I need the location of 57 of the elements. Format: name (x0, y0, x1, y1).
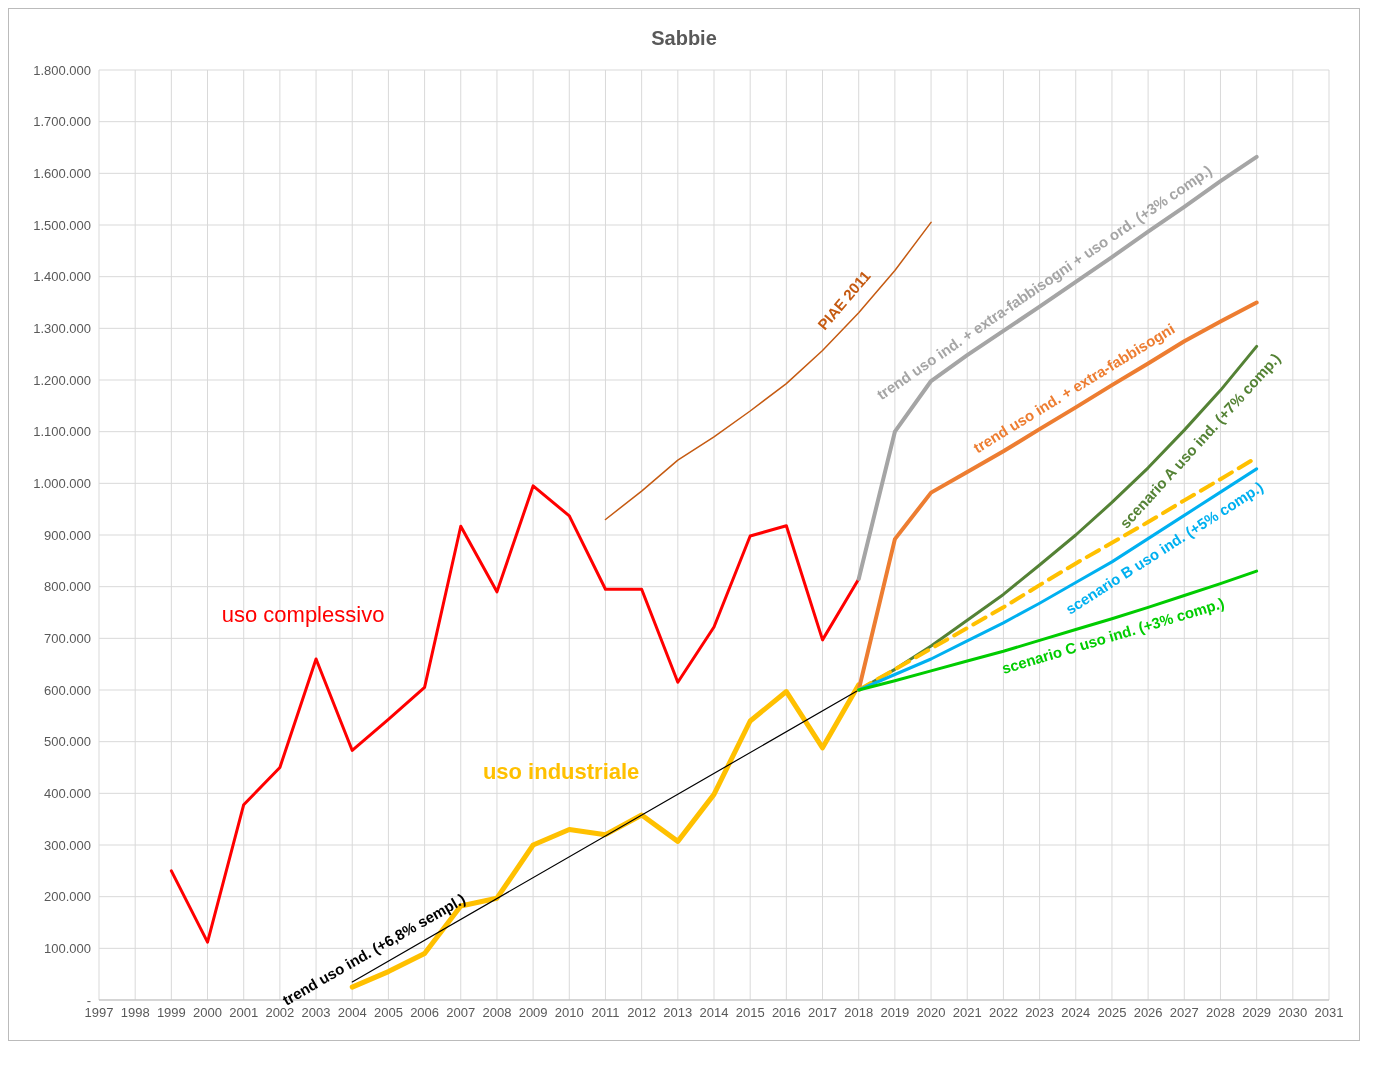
y-tick-label: 600.000 (44, 682, 91, 698)
x-tick-label: 1997 (84, 1005, 114, 1021)
x-tick-label: 2018 (844, 1005, 874, 1021)
x-tick-label: 1998 (120, 1005, 150, 1021)
y-tick-label: 800.000 (44, 579, 91, 595)
x-tick-label: 2024 (1061, 1005, 1091, 1021)
y-tick-label: 1.600.000 (33, 165, 91, 181)
x-tick-label: 2021 (952, 1005, 982, 1021)
x-tick-label: 2001 (229, 1005, 259, 1021)
y-tick-label: 700.000 (44, 630, 91, 646)
x-tick-label: 2006 (410, 1005, 440, 1021)
chart-title: Sabbie (650, 26, 718, 50)
y-tick-label: 1.400.000 (33, 269, 91, 285)
x-tick-label: 2026 (1133, 1005, 1163, 1021)
y-tick-label: 300.000 (44, 837, 91, 853)
y-tick-label: 100.000 (44, 940, 91, 956)
y-tick-label: 1.700.000 (33, 114, 91, 130)
x-tick-label: 2022 (988, 1005, 1018, 1021)
x-tick-label: 2007 (446, 1005, 476, 1021)
x-tick-label: 2029 (1242, 1005, 1272, 1021)
x-tick-label: 2017 (808, 1005, 837, 1021)
y-tick-label: 1.500.000 (33, 217, 91, 233)
y-tick-label: 1.200.000 (33, 372, 91, 388)
x-tick-label: 2008 (482, 1005, 512, 1021)
x-tick-label: 2013 (663, 1005, 693, 1021)
x-tick-label: 2019 (880, 1005, 910, 1021)
y-tick-label: 900.000 (44, 527, 91, 543)
x-tick-label: 2031 (1314, 1005, 1344, 1021)
x-tick-label: 2011 (591, 1005, 620, 1021)
x-tick-label: 2028 (1206, 1005, 1235, 1021)
x-tick-label: 2010 (554, 1005, 584, 1021)
y-tick-label: 200.000 (44, 889, 91, 905)
x-tick-label: 2020 (916, 1005, 946, 1021)
x-tick-label: 2009 (518, 1005, 548, 1021)
series-label: uso industriale (482, 758, 640, 784)
x-tick-label: 2025 (1097, 1005, 1127, 1021)
x-tick-label: 2015 (735, 1005, 765, 1021)
y-tick-label: 1.000.000 (33, 475, 91, 491)
x-tick-label: 2000 (193, 1005, 222, 1021)
y-tick-label: 1.300.000 (33, 320, 91, 336)
x-tick-label: 2004 (337, 1005, 367, 1021)
y-tick-label: 1.100.000 (33, 424, 91, 440)
x-tick-label: 2030 (1278, 1005, 1308, 1021)
x-tick-label: 2014 (699, 1005, 729, 1021)
x-tick-label: 2003 (301, 1005, 331, 1021)
y-tick-label: 400.000 (44, 785, 91, 801)
y-tick-label: - (86, 992, 91, 1008)
y-tick-label: 1.800.000 (33, 62, 91, 78)
text: uso complessivo (221, 601, 385, 627)
x-tick-label: 2027 (1169, 1005, 1199, 1021)
x-tick-label: 1999 (156, 1005, 186, 1021)
x-tick-label: 2012 (627, 1005, 657, 1021)
x-tick-label: 2016 (771, 1005, 801, 1021)
x-tick-label: 2005 (373, 1005, 403, 1021)
x-tick-label: 2002 (265, 1005, 295, 1021)
y-tick-label: 500.000 (44, 734, 91, 750)
x-tick-label: 2023 (1025, 1005, 1055, 1021)
